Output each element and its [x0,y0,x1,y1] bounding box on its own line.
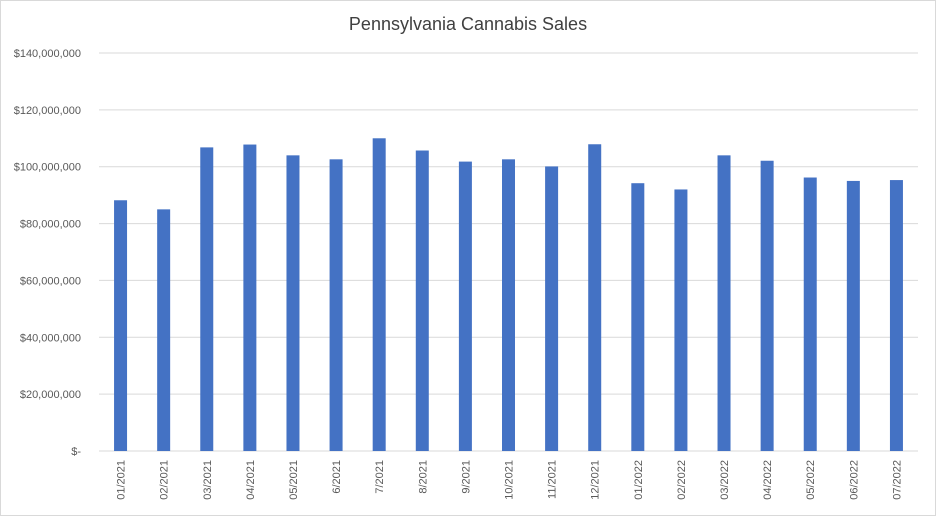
y-tick-label: $120,000,000 [14,105,81,117]
y-tick-label: $100,000,000 [14,162,81,174]
x-tick-label: 11/2021 [547,460,559,499]
y-tick-label: $- [71,446,81,458]
bar [889,180,903,451]
bar [674,189,688,451]
bar [329,159,343,451]
x-tick-label: 6/2021 [331,460,343,494]
bar [200,147,214,451]
x-tick-label: 04/2021 [245,460,257,500]
x-tick-label: 05/2022 [805,460,817,500]
bar [114,200,128,451]
x-tick-label: 06/2022 [848,460,860,500]
x-tick-label: 01/2022 [633,460,645,500]
x-tick-label: 07/2022 [891,460,903,500]
bar [458,161,472,451]
bar [157,209,171,451]
x-axis-ticks: 01/2021 02/2021 03/2021 04/2021 05/2021 6/202… [116,460,904,500]
bar [415,150,429,451]
x-tick-label: 01/2021 [116,460,128,500]
x-tick-label: 02/2022 [676,460,688,500]
x-tick-label: 12/2021 [590,460,602,500]
x-tick-label: 02/2021 [159,460,171,500]
chart-title: Pennsylvania Cannabis Sales [348,14,588,34]
bar [243,144,257,452]
bar [286,155,300,452]
bar [545,166,559,451]
bar [502,159,515,451]
bars [114,138,903,452]
x-tick-label: 7/2021 [374,460,386,494]
bar [372,138,386,452]
x-tick-label: 8/2021 [417,460,429,494]
bar [588,144,602,451]
x-tick-label: 04/2022 [762,460,774,500]
y-tick-label: $60,000,000 [20,275,81,287]
y-tick-label: $140,000,000 [14,48,81,60]
y-axis-ticks: $- $20,000,000 $40,000,000 $60,000,000 $80,0… [14,48,82,458]
y-tick-label: $20,000,000 [20,389,81,401]
x-tick-label: 10/2021 [504,460,516,500]
y-tick-label: $80,000,000 [20,219,81,231]
x-tick-label: 05/2021 [288,460,300,500]
bar [631,183,645,451]
x-tick-label: 9/2021 [460,460,472,494]
bar [803,177,817,451]
bar [717,155,731,452]
bar [760,160,774,451]
bar [846,180,860,451]
x-tick-label: 03/2021 [202,460,214,500]
y-tick-label: $40,000,000 [20,332,81,344]
x-tick-label: 03/2022 [719,460,731,500]
